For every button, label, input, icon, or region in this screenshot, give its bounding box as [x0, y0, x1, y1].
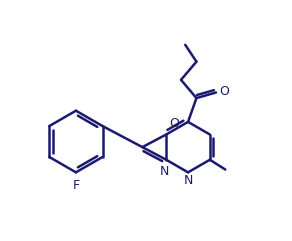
Text: O: O — [169, 117, 179, 130]
Text: N: N — [183, 174, 193, 187]
Text: N: N — [160, 165, 169, 178]
Text: F: F — [72, 179, 79, 192]
Text: O: O — [219, 85, 229, 98]
